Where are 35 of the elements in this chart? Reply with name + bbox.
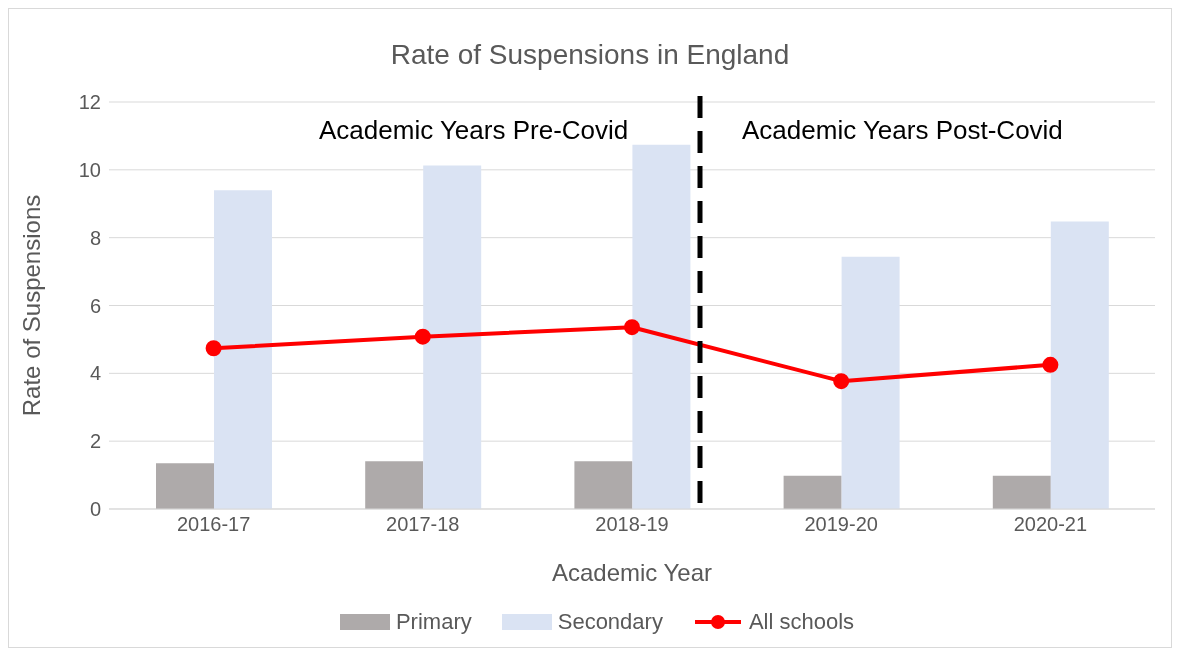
y-tick-label: 12 <box>78 91 101 114</box>
chart-title: Rate of Suspensions in England <box>389 39 791 71</box>
y-tick-label: 4 <box>89 362 101 385</box>
x-tick-label: 2019-20 <box>804 513 878 536</box>
y-tick-label: 10 <box>78 158 101 181</box>
x-tick-label: 2018-19 <box>595 513 669 536</box>
point <box>414 328 431 345</box>
bar <box>1050 221 1109 509</box>
x-tick-label: 2016-17 <box>176 513 251 536</box>
point <box>205 340 222 357</box>
bar <box>632 144 691 509</box>
legend-label: All schools <box>747 609 855 635</box>
legend-label: Primary <box>394 609 472 635</box>
x-axis-title: Academic Year <box>551 559 713 586</box>
bar <box>214 190 272 509</box>
y-tick-label: 6 <box>89 294 101 317</box>
bar <box>574 461 633 509</box>
y-axis-title: Rate of Suspensions <box>17 194 45 417</box>
bar <box>992 475 1051 509</box>
annotation: Academic Years Post-Covid <box>742 115 1063 146</box>
x-tick-label: 2020-21 <box>1013 513 1088 536</box>
x-tick-label: 2017-18 <box>386 513 460 536</box>
point <box>624 319 640 336</box>
y-tick-label: 0 <box>89 498 101 521</box>
annotation: Academic Years Pre-Covid <box>319 115 629 146</box>
point <box>833 373 850 390</box>
y-tick-label: 2 <box>89 430 101 453</box>
legend-label: Secondary <box>556 609 663 635</box>
bar <box>783 475 842 509</box>
y-tick-label: 8 <box>89 226 101 249</box>
bar <box>841 256 900 509</box>
bar <box>423 165 482 509</box>
bar <box>156 463 214 509</box>
point <box>1042 356 1059 373</box>
bar <box>365 461 424 509</box>
